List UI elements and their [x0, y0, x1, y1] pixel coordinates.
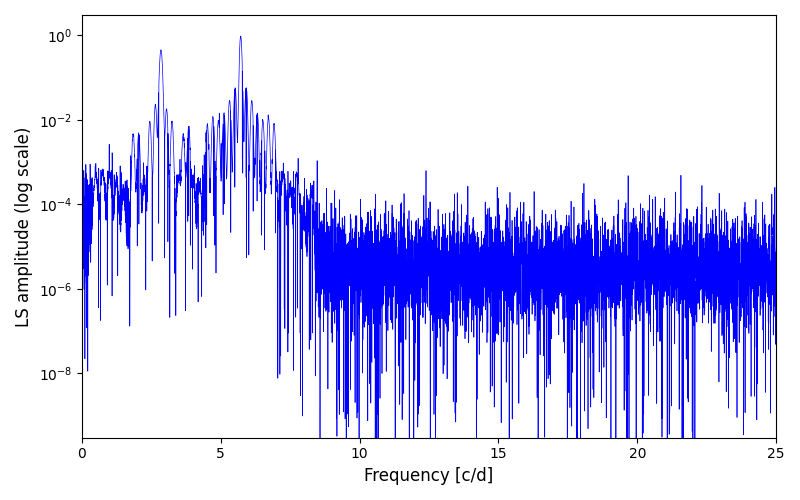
- X-axis label: Frequency [c/d]: Frequency [c/d]: [364, 467, 494, 485]
- Y-axis label: LS amplitude (log scale): LS amplitude (log scale): [15, 126, 33, 326]
